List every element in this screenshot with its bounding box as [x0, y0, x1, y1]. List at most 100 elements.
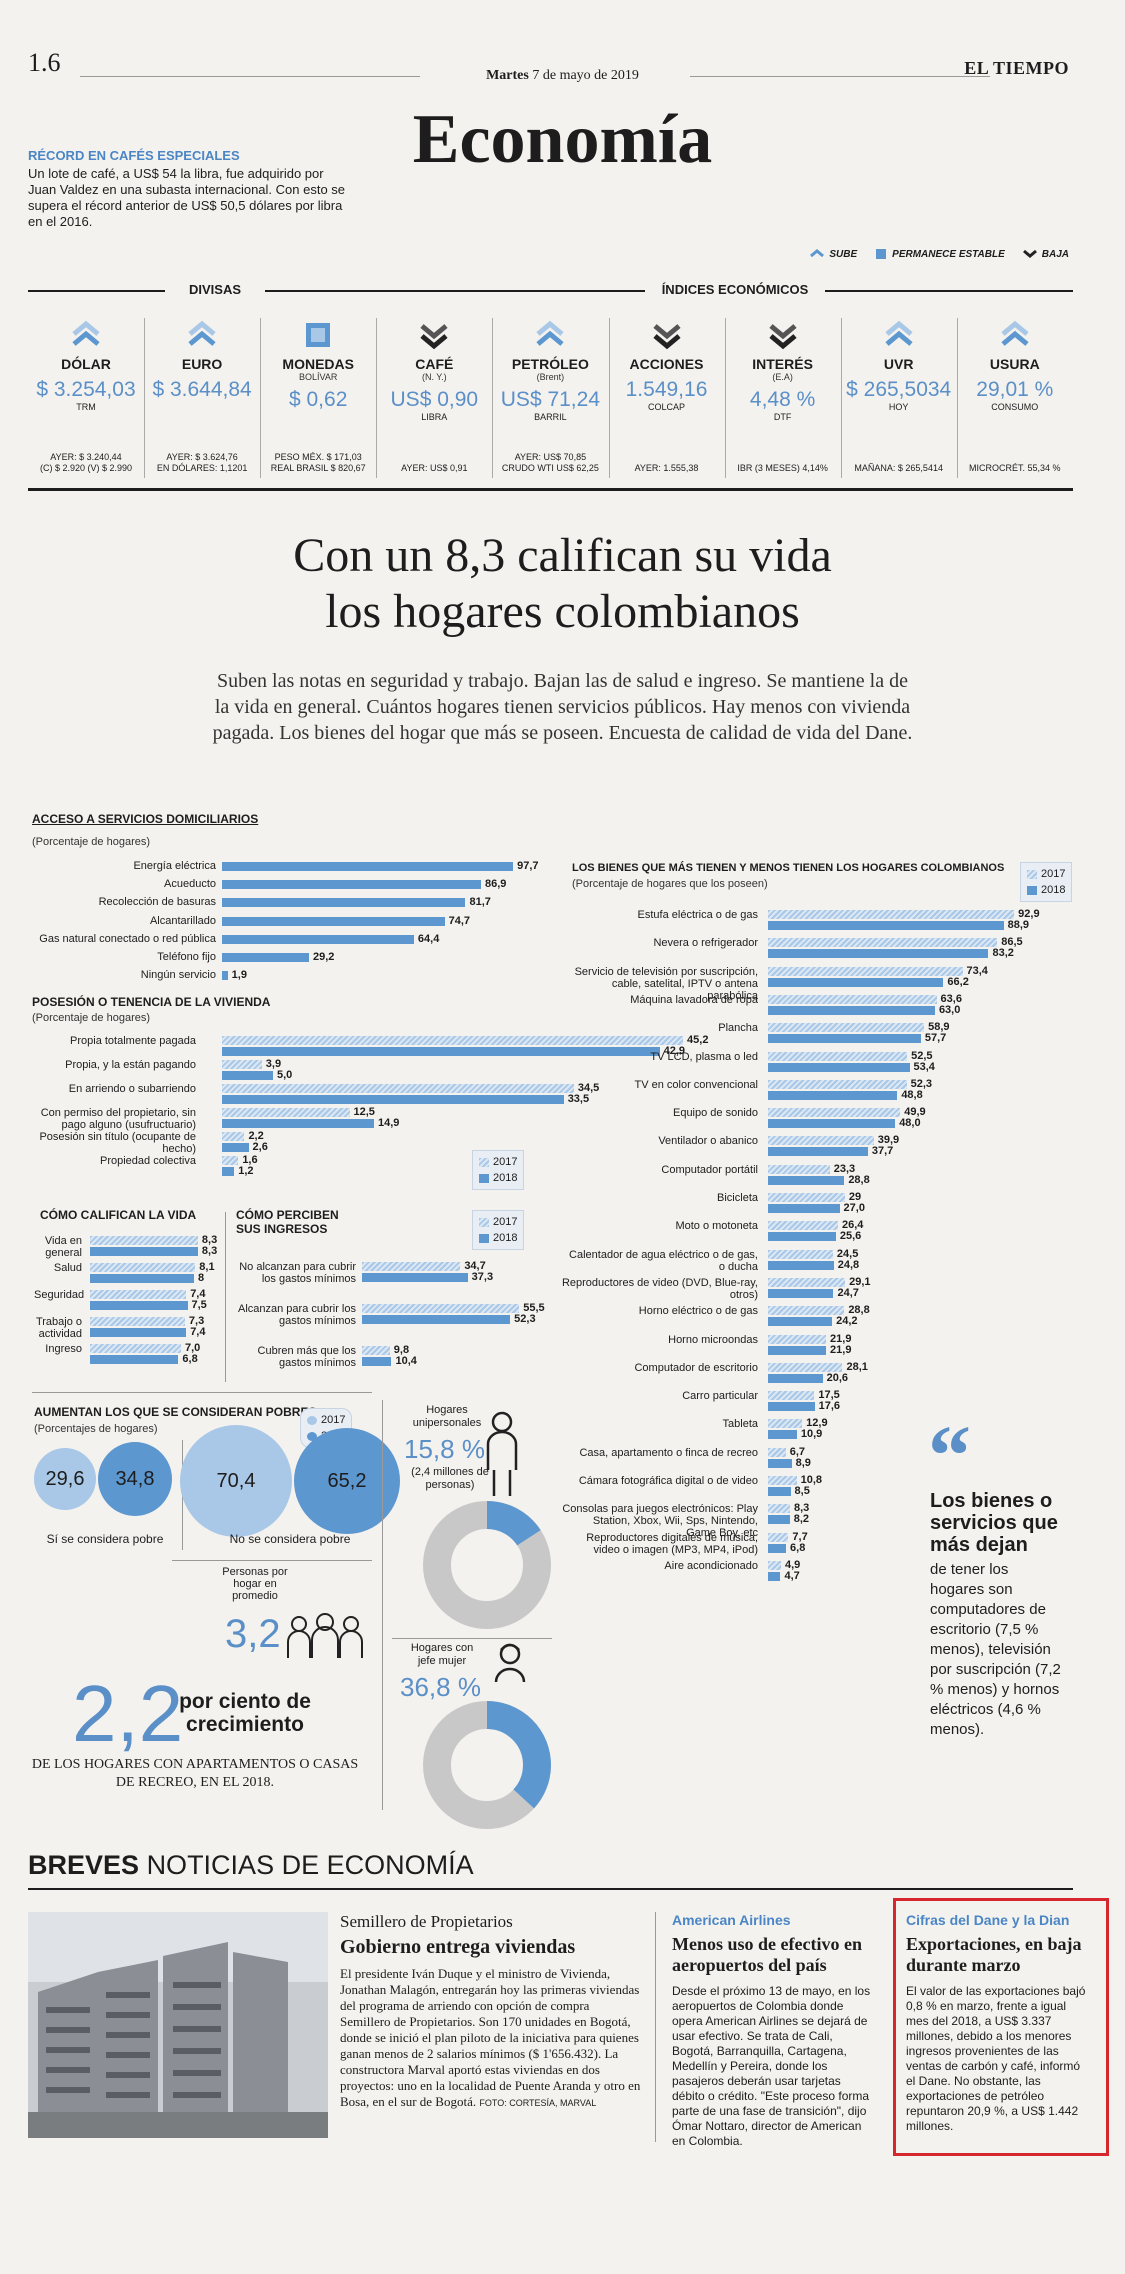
bar-value-label: 2,6 — [252, 1141, 268, 1153]
category-label: Tableta — [722, 1418, 758, 1431]
bar-value-label: 8,2 — [793, 1513, 810, 1526]
bar-value-label: 10,8 — [800, 1474, 823, 1486]
bar-value-label: 81,7 — [469, 896, 491, 909]
bar-2017 — [768, 1164, 830, 1174]
bar-2017 — [768, 994, 937, 1004]
poor-no-label: No se considera pobre — [229, 1532, 351, 1546]
bar-2018 — [768, 1175, 845, 1185]
bar-value-label: 2,2 — [248, 1130, 264, 1142]
bar — [222, 971, 228, 981]
bar-2017 — [768, 1560, 781, 1570]
woman-icon — [494, 1643, 526, 1683]
indicator-5: ACCIONES 1.549,16 COLCAP AYER: 1.555,38 — [609, 310, 725, 480]
bar-2018 — [768, 1204, 840, 1213]
category-label: Cubren más que los gastos mínimos — [257, 1345, 356, 1369]
bar-value-label: 33,5 — [567, 1093, 590, 1105]
bar-value-label: 8 — [198, 1272, 205, 1284]
jefe-mujer-value: 36,8 % — [400, 1672, 481, 1702]
bar-value-label: 8,3 — [793, 1502, 810, 1515]
bar-2017 — [768, 1476, 797, 1485]
bar-value-label: 7,5 — [191, 1299, 207, 1311]
down-trend-icon — [419, 320, 449, 350]
indicator-foot: AYER: $ 3.624,76 EN DÓLARES: 1,1201 — [156, 452, 248, 473]
bar-value-label: 23,3 — [833, 1162, 856, 1175]
jefe-mujer-donut — [423, 1701, 551, 1829]
bar-value-label: 37,3 — [471, 1271, 494, 1283]
bar-2018 — [768, 1402, 815, 1412]
bar-value-label: 7,0 — [185, 1342, 201, 1354]
dateline: Martes 7 de mayo de 2019 — [486, 68, 639, 83]
category-label: Propiedad colectiva — [99, 1155, 196, 1167]
bar-2018 — [222, 1047, 660, 1056]
indicator-foot: PESO MÉX. $ 171,03 REAL BRASIL $ 820,67 — [270, 452, 366, 473]
record-title: RÉCORD EN CAFÉS ESPECIALES — [28, 148, 240, 163]
indicator-divider — [260, 318, 262, 478]
family-icon — [287, 1613, 363, 1658]
chart-goods-title: LOS BIENES QUE MÁS TIENEN Y MENOS TIENEN… — [572, 862, 1005, 874]
bar-2018 — [768, 949, 989, 959]
bar-value-label: 48,0 — [899, 1117, 921, 1130]
up-trend-icon — [71, 320, 101, 350]
bar-value-label: 12,5 — [353, 1106, 375, 1118]
bar-2018 — [768, 1317, 833, 1327]
category-label: Bicicleta — [717, 1192, 758, 1204]
bar-2018 — [768, 1090, 898, 1100]
bar-value-label: 52,3 — [514, 1313, 536, 1325]
bar-2017 — [90, 1236, 198, 1245]
breves-title: BREVES NOTICIAS DE ECONOMÍA — [28, 1850, 474, 1880]
chart-tenure-subtitle: (Porcentaje de hogares) — [32, 1012, 151, 1024]
down-chevron-icon — [1022, 249, 1037, 258]
brief2-kicker: American Airlines — [672, 1912, 791, 1928]
indicator-unit: HOY — [888, 402, 909, 412]
category-label: Nevera o refrigerador — [653, 937, 758, 950]
bar — [222, 898, 466, 908]
category-label: Casa, apartamento o finca de recreo — [579, 1446, 758, 1459]
bar-value-label: 7,7 — [792, 1530, 808, 1543]
brief2-headline: Menos uso de efectivo en aeropuertos del… — [672, 1934, 862, 1975]
bar-value-label: 8,9 — [795, 1456, 811, 1469]
bar-value-label: 24,2 — [836, 1315, 858, 1328]
bar-2017 — [90, 1290, 187, 1299]
bar-2018 — [90, 1274, 194, 1283]
bar-2017 — [768, 1532, 789, 1542]
bar-2018 — [768, 1373, 823, 1383]
legend-stable: PERMANECE ESTABLE — [875, 248, 1005, 260]
category-label: Posesión sin título (ocupante de hecho) — [39, 1131, 196, 1155]
bar-2018 — [362, 1315, 511, 1324]
category-label: Energía eléctrica — [133, 860, 216, 872]
indicator-name: INTERÉS — [752, 356, 813, 372]
category-label: Calentador de agua eléctrico o de gas, o… — [569, 1248, 758, 1273]
brief3-kicker: Cifras del Dane y la Dian — [906, 1912, 1070, 1928]
category-label: Acueducto — [164, 878, 216, 891]
category-label: Teléfono fijo — [157, 951, 216, 963]
bar-2018 — [768, 1260, 834, 1270]
bar-value-label: 29 — [848, 1191, 862, 1203]
bar-value-label: 10,4 — [395, 1355, 417, 1367]
bar-value-label: 64,4 — [417, 932, 440, 945]
bar-value-label: 1,2 — [238, 1165, 254, 1177]
bar-value-label: 12,9 — [806, 1417, 828, 1430]
bar-2017 — [768, 1391, 815, 1401]
bar-2018 — [90, 1301, 188, 1310]
bar-value-label: 55,5 — [523, 1302, 545, 1314]
bar-2018 — [90, 1328, 187, 1337]
bar-value-label: 8,3 — [201, 1234, 218, 1246]
indicator-divider — [376, 318, 378, 478]
group-divisas: DIVISAS — [165, 282, 265, 297]
indicator-unit: TRM — [76, 402, 96, 412]
indicator-unit: COLCAP — [647, 402, 685, 412]
bar-2018 — [362, 1273, 468, 1282]
category-label: Salud — [53, 1262, 82, 1274]
bar-2018 — [768, 1430, 797, 1440]
bar-2017 — [90, 1344, 181, 1353]
bar-2018 — [768, 1345, 827, 1355]
indicator-unit: BARRIL — [534, 412, 567, 422]
brief1-kicker: Semillero de Propietarios — [340, 1912, 513, 1931]
indicator-sub: (Brent) — [536, 372, 565, 382]
bar-2018 — [222, 1119, 374, 1128]
category-label: Vida en general — [44, 1235, 82, 1259]
bar-2017 — [222, 1156, 239, 1165]
bar-value-label: 92,9 — [1018, 908, 1040, 920]
bar-value-label: 29,2 — [313, 951, 335, 963]
brief3-text: El valor de las exportaciones bajó 0,8 %… — [906, 1984, 1086, 2133]
